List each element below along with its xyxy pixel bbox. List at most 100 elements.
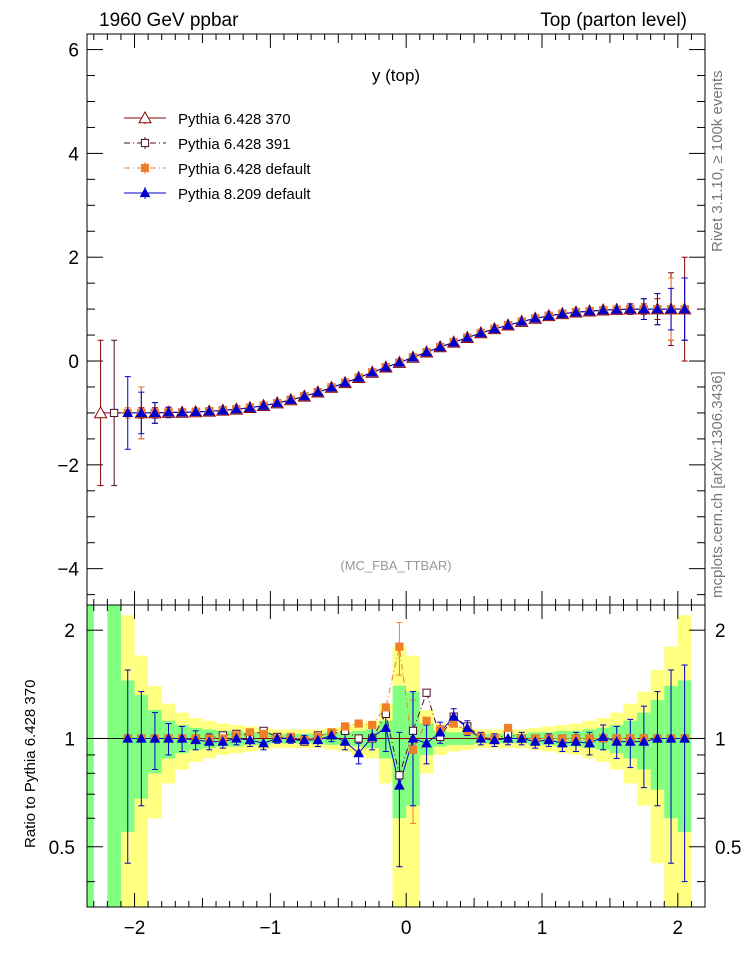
main-marker-filled-triangle	[502, 319, 514, 330]
main-marker-open-triangle	[93, 405, 108, 419]
main-marker-filled-triangle	[638, 303, 650, 314]
side-mcplots: mcplots.cern.ch [arXiv:1306.3436]	[709, 371, 726, 598]
watermark: (MC_FBA_TTBAR)	[340, 558, 451, 573]
ratio-y-tick-label-left: 1	[64, 729, 75, 750]
main-marker-filled-triangle	[475, 327, 487, 338]
main-marker-filled-triangle	[529, 312, 541, 323]
main-y-tick-label: 2	[68, 248, 79, 269]
main-marker-filled-triangle	[624, 303, 636, 314]
legend-marker	[138, 110, 152, 124]
ratio-marker-filled-triangle	[611, 736, 623, 746]
ratio-marker-filled-square	[368, 720, 377, 730]
ratio-marker-filled-triangle	[679, 732, 690, 743]
ratio-uncertainty-bands	[87, 605, 692, 907]
main-marker-filled-triangle	[421, 346, 432, 357]
ratio-marker-filled-triangle	[176, 732, 188, 743]
ratio-ylabel: Ratio to Pythia 6.428 370	[22, 680, 39, 848]
ratio-marker-filled-triangle	[434, 726, 446, 737]
ratio-marker-filled-triangle	[326, 729, 337, 740]
x-tick-label: −1	[260, 918, 282, 939]
ratio-marker-filled-triangle	[122, 732, 134, 743]
side-rivet: Rivet 3.1.10, ≥ 100k events	[709, 70, 726, 252]
ratio-marker-filled-triangle	[652, 732, 663, 743]
legend-label: Pythia 8.209 default	[178, 186, 311, 203]
ratio-marker-filled-triangle	[190, 734, 202, 745]
header-right: Top (parton level)	[540, 10, 687, 31]
main-marker-filled-triangle	[203, 405, 215, 416]
ratio-marker-filled-square	[408, 745, 418, 754]
main-line-series-3	[127, 308, 685, 414]
ratio-y-tick-label-left: 2	[64, 621, 75, 642]
ratio-y-tick-label-right: 1	[715, 729, 726, 750]
main-marker-filled-triangle	[231, 403, 242, 414]
ratio-marker-filled-triangle	[421, 737, 432, 748]
ratio-marker-filled-square	[503, 723, 513, 733]
main-marker-filled-triangle	[176, 406, 188, 417]
ratio-marker-filled-square	[381, 703, 390, 712]
ratio-y-tick-label-right: 0.5	[715, 838, 741, 859]
green-band-bin	[107, 605, 121, 907]
main-marker-filled-triangle	[489, 323, 500, 333]
ratio-marker-filled-triangle	[285, 732, 297, 743]
ratio-marker-filled-triangle	[312, 734, 324, 745]
ratio-marker-filled-triangle	[557, 737, 568, 748]
x-tick-label: 0	[401, 918, 412, 939]
ratio-marker-filled-triangle	[366, 731, 378, 742]
main-marker-filled-triangle	[271, 397, 283, 408]
main-marker-filled-triangle	[543, 310, 555, 320]
ratio-marker-filled-square	[354, 719, 363, 728]
plot-frames	[86, 33, 706, 908]
ratio-marker-filled-triangle	[461, 722, 473, 733]
axis-ticks	[87, 34, 706, 907]
ratio-marker-filled-square	[259, 729, 268, 738]
ratio-marker-open-square	[395, 771, 404, 780]
main-y-tick-label: 6	[68, 41, 79, 62]
series-markers	[93, 302, 692, 790]
ratio-marker-filled-triangle	[339, 736, 351, 746]
ratio-marker-filled-square	[395, 642, 404, 651]
ratio-marker-filled-triangle	[298, 734, 310, 745]
main-marker-filled-triangle	[448, 336, 460, 347]
main-marker-filled-triangle	[394, 357, 405, 367]
legend-marker	[140, 138, 150, 148]
main-marker-filled-triangle	[407, 351, 419, 362]
ratio-marker-filled-square	[449, 719, 458, 728]
ratio-marker-filled-triangle	[407, 732, 419, 743]
ratio-marker-filled-triangle	[448, 711, 460, 721]
ratio-marker-filled-square	[340, 722, 350, 731]
plot-title: y (top)	[372, 66, 420, 85]
main-line-series-2	[127, 308, 685, 414]
main-marker-filled-triangle	[258, 400, 269, 410]
ratio-marker-filled-triangle	[502, 732, 514, 743]
x-tick-label: 1	[537, 918, 548, 939]
main-marker-filled-triangle	[679, 303, 690, 314]
ratio-marker-filled-triangle	[380, 722, 392, 733]
ratio-marker-filled-triangle	[163, 732, 174, 743]
ratio-marker-filled-triangle	[394, 779, 405, 790]
legend-marker	[139, 187, 151, 198]
main-y-tick-label: −4	[57, 560, 79, 581]
main-marker-filled-triangle	[584, 305, 595, 316]
ratio-marker-filled-triangle	[597, 731, 609, 742]
legend-label: Pythia 6.428 391	[178, 136, 291, 153]
legend-label: Pythia 6.428 370	[178, 111, 291, 128]
ratio-marker-filled-triangle	[244, 734, 256, 745]
main-marker-filled-triangle	[611, 304, 623, 314]
main-marker-filled-triangle	[380, 361, 392, 372]
main-y-tick-label: 0	[68, 352, 79, 373]
main-marker-filled-triangle	[366, 366, 378, 377]
main-marker-filled-triangle	[298, 390, 310, 401]
ratio-marker-filled-triangle	[489, 734, 500, 745]
ratio-marker-open-square	[354, 734, 363, 743]
ratio-marker-filled-triangle	[149, 732, 161, 743]
header-left: 1960 GeV ppbar	[99, 10, 239, 31]
ratio-marker-filled-triangle	[475, 732, 487, 743]
ratio-marker-open-square	[422, 688, 431, 697]
main-marker-filled-triangle	[135, 407, 147, 418]
main-marker-filled-triangle	[557, 308, 568, 318]
main-marker-filled-triangle	[353, 372, 364, 382]
main-marker-filled-triangle	[244, 402, 256, 412]
main-marker-filled-triangle	[285, 394, 297, 405]
ratio-marker-filled-triangle	[516, 732, 527, 743]
legend-marker	[140, 163, 150, 173]
